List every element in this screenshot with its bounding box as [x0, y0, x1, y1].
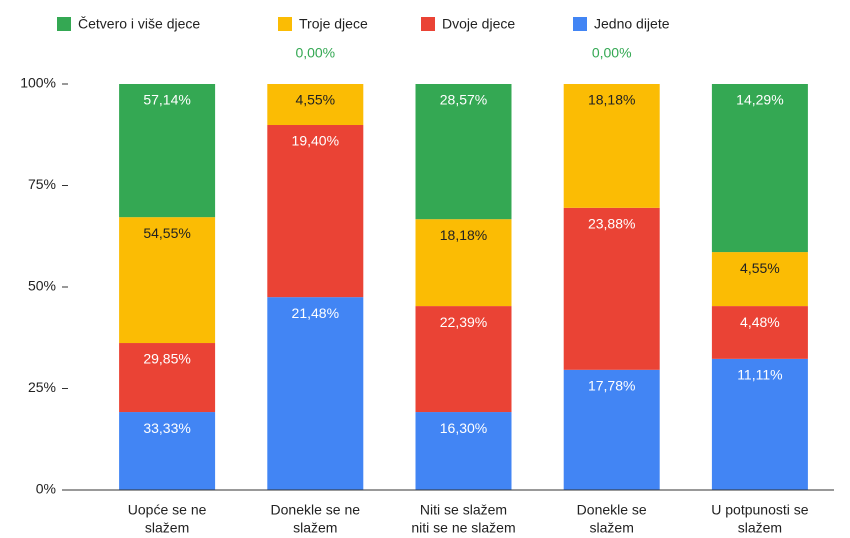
bar-segment — [563, 84, 660, 208]
bar-segment — [119, 343, 216, 413]
bar-segment — [119, 84, 216, 218]
data-label: 33,33% — [143, 420, 190, 436]
x-tick-label: slažem — [293, 520, 337, 536]
data-label: 16,30% — [440, 420, 487, 436]
legend-swatch — [573, 17, 587, 31]
data-label: 17,78% — [588, 378, 635, 394]
x-tick-label: slažem — [590, 520, 634, 536]
bar-segment — [267, 84, 364, 126]
data-label: 11,11% — [737, 367, 782, 383]
bar-segment — [711, 84, 808, 253]
bar-segment — [267, 297, 364, 490]
data-label: 19,40% — [292, 133, 339, 149]
y-tick-label: 50% — [28, 278, 56, 294]
data-label: 54,55% — [143, 225, 190, 241]
x-tick-label: slažem — [738, 520, 782, 536]
data-label: 4,55% — [295, 92, 335, 108]
y-tick-label: 25% — [28, 379, 56, 395]
legend-label: Četvero i više djece — [78, 16, 200, 32]
y-tick-label: 75% — [28, 176, 56, 192]
data-label: 0,00% — [592, 45, 632, 61]
x-tick-label: slažem — [145, 520, 189, 536]
data-label: 29,85% — [143, 351, 190, 367]
x-tick-label: Niti se slažem — [420, 502, 507, 518]
legend-swatch — [57, 17, 71, 31]
x-tick-label: Uopće se ne — [128, 502, 207, 518]
data-label: 14,29% — [736, 92, 783, 108]
bar-segment — [563, 369, 660, 490]
data-label: 22,39% — [440, 314, 487, 330]
data-label: 4,48% — [740, 314, 780, 330]
data-label: 57,14% — [143, 92, 190, 108]
legend-label: Dvoje djece — [442, 16, 515, 32]
y-tick-label: 0% — [36, 481, 56, 497]
y-tick-label: 100% — [20, 75, 56, 91]
bar-segment — [711, 358, 808, 490]
bar-segment — [119, 412, 216, 490]
bar-segment — [119, 217, 216, 344]
data-label: 0,00% — [295, 45, 335, 61]
bar-segment — [415, 219, 512, 307]
x-tick-label: Donekle se ne — [271, 502, 361, 518]
legend-label: Troje djece — [299, 16, 368, 32]
bar-segment — [267, 125, 364, 298]
data-label: 23,88% — [588, 216, 635, 232]
data-label: 21,48% — [292, 305, 339, 321]
bar-segment — [563, 207, 660, 370]
bar-segment — [711, 252, 808, 307]
legend-label: Jedno dijete — [594, 16, 670, 32]
x-tick-label: Donekle se — [577, 502, 647, 518]
x-tick-label: U potpunosti se — [711, 502, 808, 518]
data-label: 18,18% — [588, 92, 635, 108]
data-label: 18,18% — [440, 227, 487, 243]
legend-swatch — [278, 17, 292, 31]
data-label: 28,57% — [440, 92, 487, 108]
x-tick-label: niti se ne slažem — [411, 520, 515, 536]
bar-segment — [711, 306, 808, 359]
bar-segment — [415, 84, 512, 220]
data-label: 4,55% — [740, 260, 780, 276]
bar-segment — [415, 306, 512, 413]
legend-swatch — [421, 17, 435, 31]
bar-segment — [415, 412, 512, 490]
